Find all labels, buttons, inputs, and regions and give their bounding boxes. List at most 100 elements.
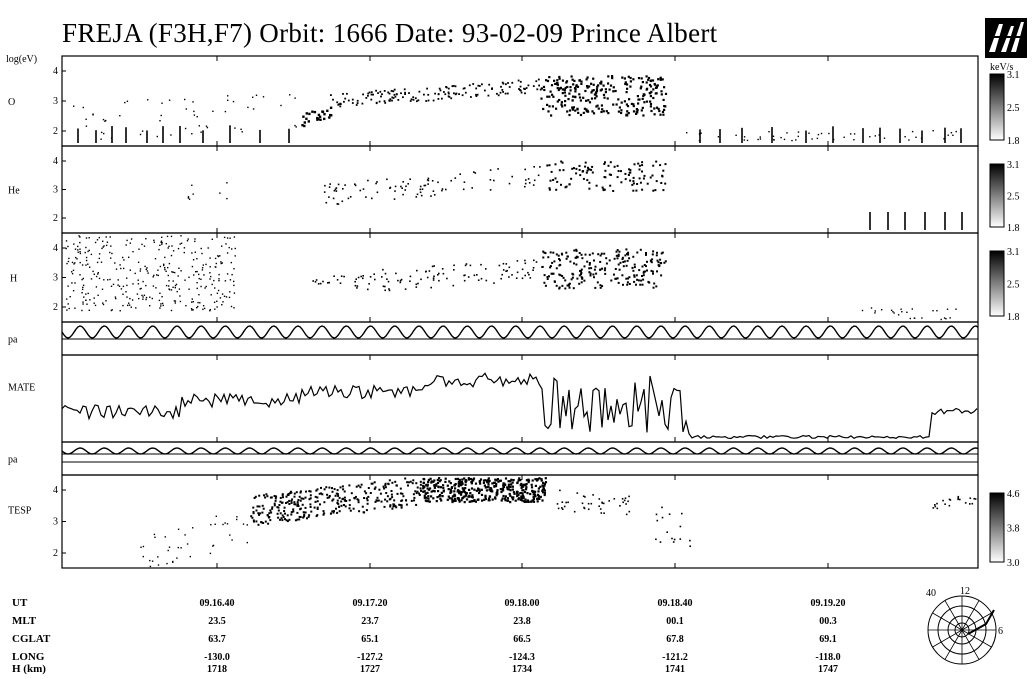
spectrogram-dot [598, 498, 601, 500]
spectrogram-dot [596, 85, 599, 88]
spectrogram-dot [548, 76, 551, 79]
spectrogram-dot [510, 478, 513, 481]
spectrogram-dot [79, 241, 81, 244]
spectrogram-dot [370, 91, 373, 94]
spectrogram-dot [940, 318, 942, 321]
spectrogram-dot [207, 247, 209, 249]
spectrogram-dot [228, 246, 230, 249]
spectrogram-dot [580, 82, 583, 85]
spectrogram-dot [277, 509, 280, 512]
spectrogram-dot [533, 491, 536, 494]
spectrogram-dot [627, 174, 630, 176]
spectrogram-dot [74, 248, 77, 250]
spectrogram-dot [484, 497, 487, 501]
spectrogram-dot [635, 283, 637, 286]
spectrogram-dot [215, 262, 217, 265]
spectrogram-dot [843, 136, 845, 138]
spectrogram-dot [360, 483, 363, 486]
spectrogram-dot [326, 496, 329, 499]
spectrogram-dot [144, 265, 146, 268]
panel-label-pa2: pa [8, 455, 18, 466]
spectrogram-dot [395, 484, 398, 487]
spectrogram-dot [565, 81, 568, 84]
spectrogram-dot [641, 283, 644, 286]
spectrogram-dot [512, 479, 515, 482]
spectrogram-dot [610, 173, 612, 176]
spectrogram-dot [309, 490, 312, 493]
spectrogram-dot [342, 497, 345, 500]
spectrogram-dot [145, 298, 147, 301]
spectrogram-dot [444, 477, 447, 480]
spectrogram-dot [636, 95, 639, 98]
spectrogram-dot [419, 483, 422, 486]
spectrogram-dot [103, 245, 105, 247]
spectrogram-dot [552, 95, 555, 98]
spectrogram-dot [102, 303, 105, 306]
spectrogram-dot [142, 296, 144, 298]
spectrogram-dot [595, 95, 598, 98]
spectrogram-dot [564, 287, 567, 290]
spectrogram-dot [167, 274, 169, 277]
spectrogram-dot [202, 308, 204, 311]
spectrogram-dot [448, 480, 451, 483]
spectrogram-dot [285, 495, 288, 498]
spectrogram-dot [303, 515, 306, 518]
spectrogram-dot [67, 245, 69, 248]
spectrogram-dot [520, 495, 523, 498]
spectrogram-dot [516, 481, 519, 484]
spectrogram-dot [186, 543, 189, 545]
spectrogram-dot [604, 169, 607, 172]
spectrogram-dot [641, 275, 643, 277]
spectrogram-dot [626, 259, 629, 262]
spectrogram-dot [316, 506, 319, 509]
colorbar-tesp [989, 492, 1005, 563]
spectrogram-dot [519, 492, 522, 495]
spectrogram-dot [339, 486, 342, 489]
spectrogram-dot [323, 488, 326, 491]
spectrogram-dot [409, 480, 412, 483]
spectrogram-dot [386, 495, 389, 498]
spectrogram-dot [339, 102, 342, 105]
ephemeris-cell: -118.0 [815, 652, 840, 663]
spectrogram-dot [897, 314, 900, 316]
spectrogram-dot [488, 495, 492, 498]
spectrogram-dot [274, 499, 277, 502]
spectrogram-dot [586, 169, 589, 172]
spectrogram-dot [439, 486, 442, 489]
spectrogram-dot [567, 284, 570, 287]
ephemeris-cell: 1734 [512, 664, 532, 675]
spectrogram-dot [773, 138, 775, 141]
spectrogram-dot [66, 298, 68, 300]
spectrogram-dot [562, 276, 565, 279]
spectrogram-dot [299, 490, 302, 493]
spectrogram-dot [209, 278, 211, 280]
spectrogram-dot [614, 268, 617, 270]
ephemeris-row-label: LONG [12, 651, 45, 663]
spectrogram-dot [524, 88, 526, 90]
spectrogram-dot [470, 482, 473, 485]
spectrogram-dot [585, 108, 588, 111]
spectrogram-dot [435, 500, 438, 503]
spectrogram-dot [67, 285, 69, 287]
spectrogram-dot [470, 96, 472, 98]
spectrogram-dot [952, 134, 954, 136]
spectrogram-dot [636, 278, 639, 281]
spectrogram-dot [517, 479, 520, 482]
spectrogram-dot [542, 485, 545, 488]
spectrogram-dot [296, 501, 299, 504]
spectrogram-dot [442, 272, 445, 275]
spectrogram-dot [341, 485, 344, 488]
spectrogram-dot [344, 505, 347, 508]
spectrogram-dot [594, 286, 597, 289]
spectrogram-dot [222, 301, 224, 303]
spectrogram-dot [311, 110, 314, 113]
spectrogram-dot [542, 481, 545, 484]
spectrogram-dot [82, 277, 84, 280]
spectrogram-dot [392, 90, 395, 93]
spectrogram-dot [622, 261, 625, 263]
spectrogram-dot [279, 512, 282, 515]
spectrogram-dot [668, 513, 671, 515]
spectrogram-dot [409, 280, 411, 282]
spectrogram-dot [461, 482, 464, 485]
spectrogram-dot [612, 86, 615, 89]
